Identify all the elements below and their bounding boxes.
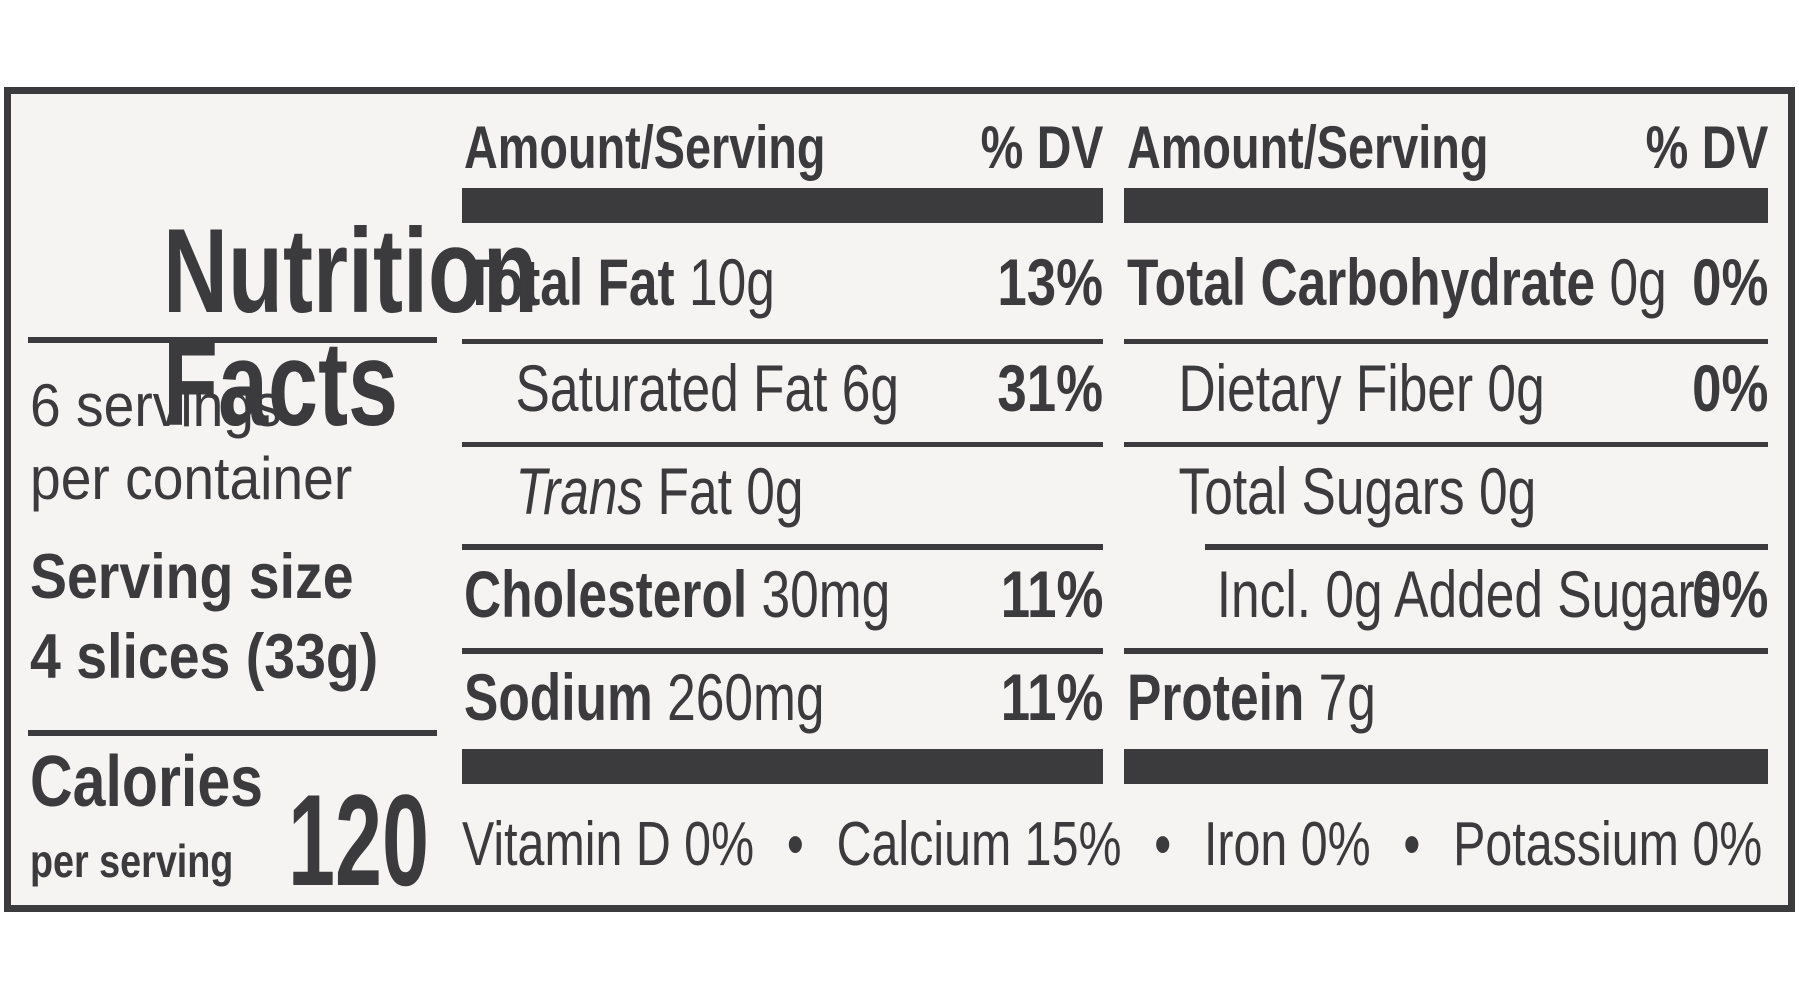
nutrient-amount: Total Sugars 0g	[1178, 454, 1537, 528]
nutrient-dv: 31%	[997, 351, 1103, 425]
nutrient-amount: 7g	[1304, 660, 1376, 734]
row-total-fat: Total Fat 10g 13%	[464, 249, 1103, 315]
nutrient-amount: 0g	[1595, 245, 1667, 319]
micronutrients-footer: Vitamin D 0% • Calcium 15% • Iron 0% • P…	[462, 814, 1762, 876]
divider	[462, 648, 1103, 654]
mid-column-header: Amount/Serving % DV	[464, 118, 1103, 178]
title-text: Nutrition	[163, 204, 539, 338]
nutrient-amount: Saturated Fat 6g	[515, 351, 899, 425]
row-trans-fat: Trans Fat 0g	[464, 458, 1103, 524]
nutrient-dv: 0%	[1691, 245, 1768, 319]
thick-bar	[462, 188, 1103, 223]
nutrient-amount: Dietary Fiber 0g	[1178, 351, 1545, 425]
percent-dv-header: % DV	[1645, 114, 1768, 181]
servings-count: 6 servings	[30, 372, 282, 439]
nutrient-dv: 0%	[1691, 351, 1768, 425]
page-title-line2: Facts	[30, 215, 477, 554]
amount-serving-header: Amount/Serving	[464, 114, 826, 181]
row-total-carbohydrate: Total Carbohydrate 0g 0%	[1127, 249, 1768, 315]
serving-size: Serving size 4 slices (33g)	[30, 537, 426, 697]
divider	[1205, 544, 1768, 550]
row-protein: Protein 7g	[1127, 664, 1768, 730]
footer-vitamin-d: Vitamin D 0%	[462, 810, 755, 879]
nutrient-amount: 10g	[674, 245, 775, 319]
calories-label: Calories	[30, 742, 263, 822]
bullet-separator: •	[1403, 810, 1421, 879]
nutrient-name: Total Carbohydrate	[1127, 245, 1596, 319]
row-dietary-fiber: Dietary Fiber 0g 0%	[1127, 355, 1768, 421]
divider	[28, 337, 437, 343]
bullet-separator: •	[1154, 810, 1172, 879]
nutrient-amount: 260mg	[652, 660, 825, 734]
thick-bar	[1124, 749, 1768, 784]
row-added-sugars: Incl. 0g Added Sugars 0%	[1127, 561, 1768, 627]
nutrient-amount: 30mg	[747, 557, 891, 631]
amount-serving-header: Amount/Serving	[1127, 114, 1489, 181]
nutrient-dv: 0%	[1691, 557, 1768, 631]
servings-unit: per container	[30, 445, 353, 512]
divider	[462, 339, 1103, 344]
row-sodium: Sodium 260mg 11%	[464, 664, 1103, 730]
thick-bar	[462, 749, 1103, 784]
nutrient-name: Protein	[1127, 660, 1305, 734]
thick-bar	[1124, 188, 1768, 223]
footer-calcium: Calcium 15%	[836, 810, 1122, 879]
divider	[1124, 648, 1768, 654]
divider	[1124, 442, 1768, 447]
nutrient-amount: Incl. 0g Added Sugars	[1216, 557, 1721, 631]
nutrient-name: Cholesterol	[464, 557, 748, 631]
row-total-sugars: Total Sugars 0g	[1127, 458, 1768, 524]
right-column-header: Amount/Serving % DV	[1127, 118, 1768, 178]
footer-iron: Iron 0%	[1203, 810, 1371, 879]
title-text: Facts	[163, 317, 399, 451]
page-title-line1: Nutrition	[30, 102, 663, 441]
nutrient-amount: Fat 0g	[643, 454, 804, 528]
serving-size-value: 4 slices (33g)	[30, 622, 379, 692]
nutrient-dv: 11%	[1000, 557, 1103, 631]
percent-dv-header: % DV	[980, 114, 1103, 181]
divider	[462, 442, 1103, 447]
row-saturated-fat: Saturated Fat 6g 31%	[464, 355, 1103, 421]
nutrient-dv: 11%	[1000, 660, 1103, 734]
divider	[28, 730, 437, 736]
row-cholesterol: Cholesterol 30mg 11%	[464, 561, 1103, 627]
footer-potassium: Potassium 0%	[1453, 810, 1763, 879]
bullet-separator: •	[786, 810, 804, 879]
nutrient-name-italic: Trans	[515, 454, 644, 528]
calories-value: 120	[288, 767, 429, 913]
nutrient-name: Sodium	[464, 660, 653, 734]
servings-per-container: 6 servings per container	[30, 369, 380, 515]
nutrient-dv: 13%	[997, 245, 1103, 319]
divider	[462, 544, 1103, 550]
serving-size-label: Serving size	[30, 542, 354, 612]
divider	[1124, 339, 1768, 344]
nutrient-name: Total Fat	[464, 245, 675, 319]
calories-sublabel: per serving	[30, 835, 234, 887]
